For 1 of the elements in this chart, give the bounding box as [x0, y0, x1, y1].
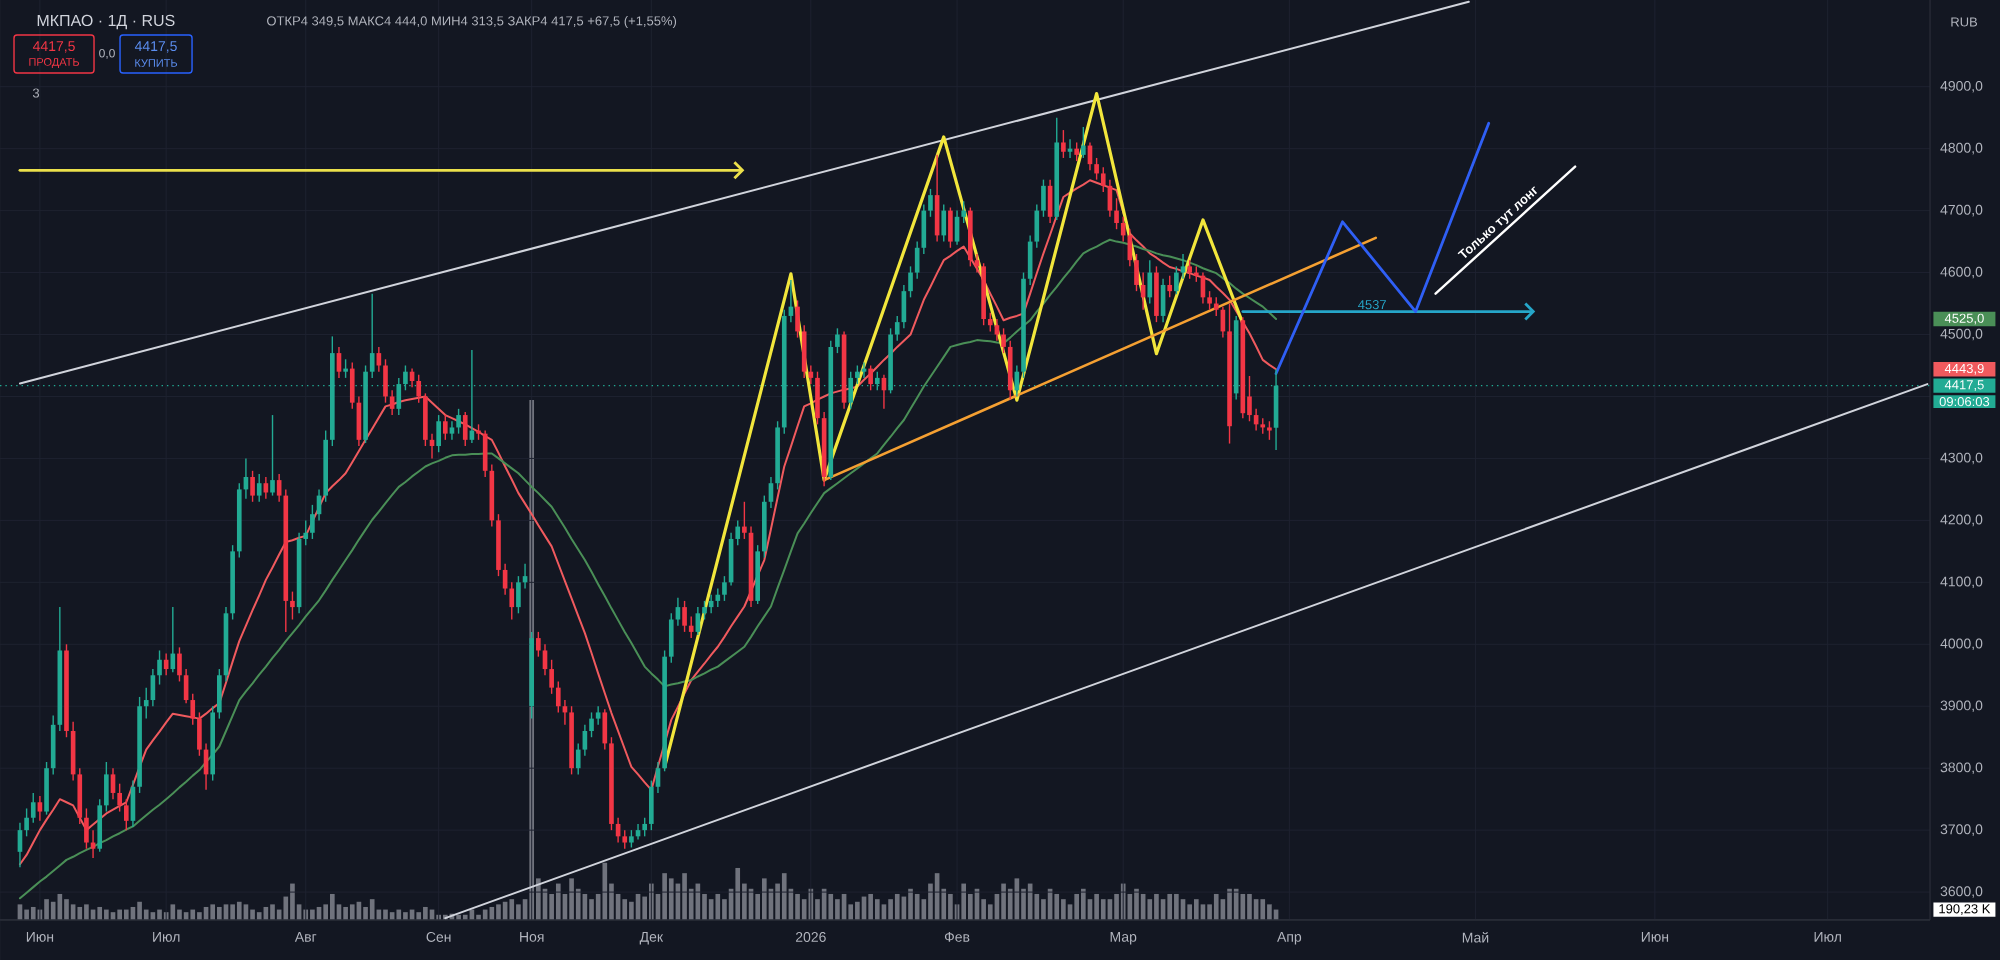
text: МКПАО · 1Д · RUS — [37, 14, 175, 30]
